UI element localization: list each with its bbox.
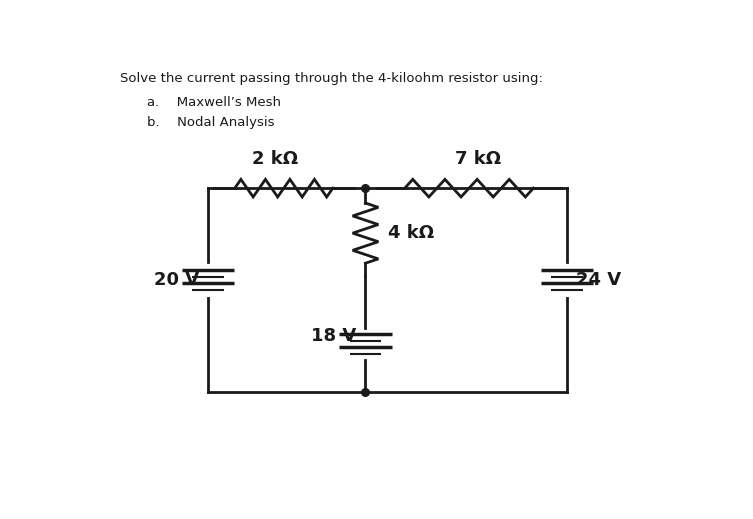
Text: Solve the current passing through the 4-kiloohm resistor using:: Solve the current passing through the 4-… [120,72,543,85]
Text: 18 V: 18 V [312,327,357,345]
Text: 7 kΩ: 7 kΩ [455,150,501,168]
Text: 4 kΩ: 4 kΩ [388,224,434,242]
Text: 24 V: 24 V [575,271,620,289]
Text: a.  Maxwell’s Mesh: a. Maxwell’s Mesh [147,96,281,109]
Text: b.  Nodal Analysis: b. Nodal Analysis [147,116,274,129]
Text: 20 V: 20 V [154,271,199,289]
Text: 2 kΩ: 2 kΩ [252,150,298,168]
